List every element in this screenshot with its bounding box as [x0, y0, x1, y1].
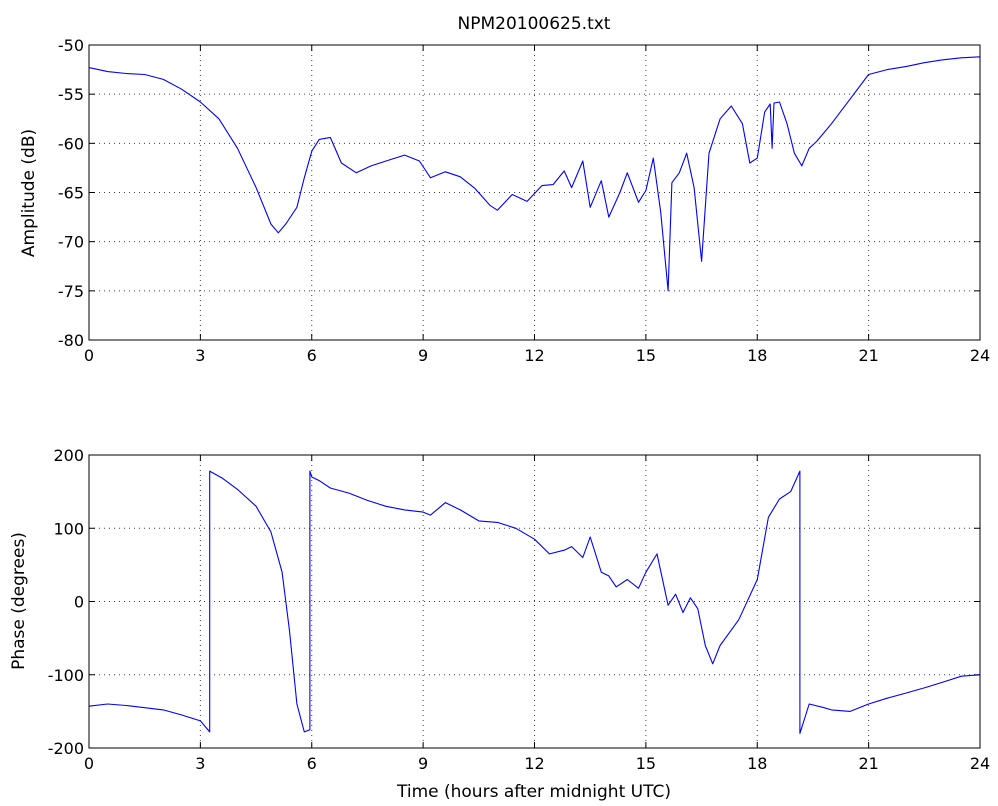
phase-series-line — [88, 470, 981, 734]
amplitude-y-tick-label: -75 — [58, 282, 84, 301]
phase-y-tick-label: -200 — [48, 739, 84, 758]
amplitude-grid — [89, 45, 980, 340]
amplitude-x-tick-label: 9 — [418, 346, 428, 365]
phase-ticks: 0 3 6 9 12 15 18 21 24 -200 -100 0 100 200 — [48, 446, 990, 773]
amplitude-x-tick-label: 15 — [636, 346, 656, 365]
amplitude-plot: 0 3 6 9 12 15 18 21 24 -80 -75 -70 -65 -60 -55 -50 Ampl… — [19, 36, 990, 365]
chart-title: NPM20100625.txt — [458, 14, 611, 34]
amplitude-plot-frame — [88, 44, 981, 341]
phase-x-tick-label: 6 — [307, 754, 317, 773]
phase-y-axis-label: Phase (degrees) — [9, 532, 29, 670]
amplitude-y-tick-label: -60 — [58, 134, 84, 153]
phase-x-tick-label: 15 — [636, 754, 656, 773]
phase-y-tick-label: 200 — [53, 446, 84, 465]
amplitude-x-tick-label: 12 — [524, 346, 544, 365]
phase-x-tick-label: 0 — [84, 754, 94, 773]
phase-plot-frame — [88, 454, 981, 749]
phase-grid — [89, 455, 980, 748]
phase-x-tick-label: 3 — [195, 754, 205, 773]
amplitude-y-tick-label: -65 — [58, 184, 84, 203]
amplitude-y-tick-label: -80 — [58, 331, 84, 350]
phase-y-tick-label: 0 — [74, 593, 84, 612]
phase-plot: 0 3 6 9 12 15 18 21 24 -200 -100 0 100 200 Phase (deg… — [9, 446, 990, 802]
amplitude-x-tick-label: 24 — [970, 346, 990, 365]
phase-x-tick-label: 24 — [970, 754, 990, 773]
amplitude-x-tick-label: 21 — [858, 346, 878, 365]
phase-x-tick-label: 21 — [858, 754, 878, 773]
amplitude-y-tick-label: -70 — [58, 233, 84, 252]
amplitude-y-tick-label: -55 — [58, 85, 84, 104]
amplitude-x-tick-label: 0 — [84, 346, 94, 365]
amplitude-x-tick-label: 18 — [747, 346, 767, 365]
amplitude-series-line — [88, 56, 981, 292]
phase-x-tick-label: 9 — [418, 754, 428, 773]
phase-y-tick-label: 100 — [53, 519, 84, 538]
amplitude-x-tick-label: 3 — [195, 346, 205, 365]
amplitude-x-tick-label: 6 — [307, 346, 317, 365]
phase-x-axis-label: Time (hours after midnight UTC) — [396, 782, 671, 802]
amplitude-y-axis-label: Amplitude (dB) — [19, 129, 39, 257]
phase-series — [88, 470, 981, 734]
phase-y-tick-label: -100 — [48, 666, 84, 685]
phase-x-tick-label: 12 — [524, 754, 544, 773]
amplitude-ticks: 0 3 6 9 12 15 18 21 24 -80 -75 -70 -65 -60 -55 -50 — [58, 36, 990, 365]
phase-x-tick-label: 18 — [747, 754, 767, 773]
amplitude-series — [88, 56, 981, 292]
amplitude-y-tick-label: -50 — [58, 36, 84, 55]
